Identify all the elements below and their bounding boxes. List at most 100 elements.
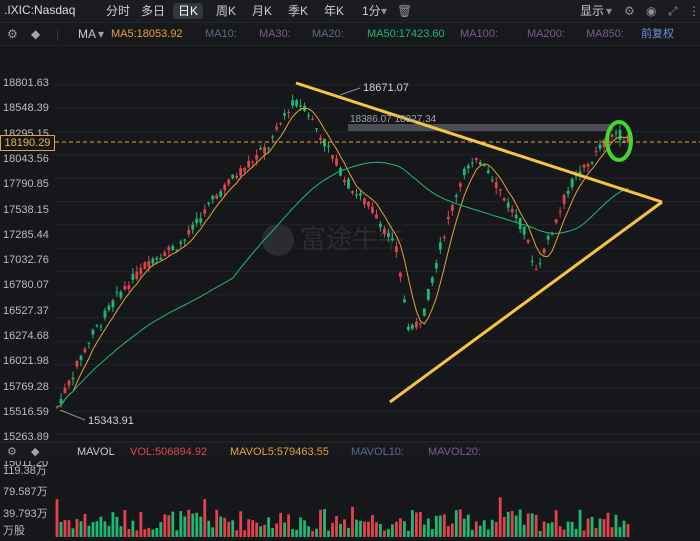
candle-body: [79, 355, 83, 361]
volume-bar: [303, 520, 306, 537]
candle-body: [498, 189, 502, 191]
candle-body: [263, 147, 267, 154]
candle-body: [307, 115, 310, 117]
ma50-value: MA50:17423.60: [367, 28, 445, 40]
volume-bar: [570, 521, 574, 537]
candle-body: [131, 273, 135, 280]
volume-bar: [578, 509, 582, 537]
ma10-value: MA10:: [205, 28, 237, 40]
ma-indicator-label[interactable]: MA: [78, 27, 96, 41]
volume-bar: [502, 516, 506, 537]
volume-bar: [446, 525, 450, 537]
candle-body: [626, 135, 630, 143]
candle-body: [111, 300, 115, 308]
chevron-down-icon[interactable]: ▾: [606, 4, 613, 18]
volume-bar: [239, 511, 243, 537]
candle-body: [107, 305, 111, 310]
chevron-down-icon[interactable]: ▾: [381, 4, 388, 18]
volume-bar: [398, 518, 402, 537]
volume-bar: [622, 520, 626, 537]
camera-icon[interactable]: ◉: [646, 4, 657, 18]
high-annotation: 18671.07: [363, 82, 409, 94]
candle-body: [179, 242, 183, 244]
mavol-label[interactable]: MAVOL: [77, 446, 115, 458]
volume-bar: [566, 521, 570, 537]
volume-bar: [347, 527, 350, 537]
vol-value: VOL:506894.92: [130, 446, 208, 458]
candle-body: [315, 128, 318, 130]
candle-body: [502, 197, 506, 201]
candle-body: [59, 399, 63, 404]
tab-weekly-k[interactable]: 周K: [216, 4, 237, 18]
candle-body: [71, 377, 75, 380]
volume-bar: [418, 511, 422, 537]
tab-multi-day[interactable]: 多日: [141, 4, 166, 18]
candle-body: [402, 299, 406, 303]
volume-tick-label: 万股: [3, 525, 25, 537]
volume-bar: [211, 527, 215, 537]
hide-icon[interactable]: ◆: [31, 446, 40, 458]
candle-body: [387, 232, 390, 237]
candle-body: [610, 134, 614, 137]
volume-bar: [594, 528, 598, 537]
volume-bar: [506, 511, 510, 537]
candle-body: [546, 235, 550, 240]
adjust-button[interactable]: 前复权: [641, 28, 674, 40]
chevron-down-icon[interactable]: ▾: [98, 27, 105, 41]
candle-body: [538, 263, 542, 265]
candle-body: [63, 387, 67, 394]
candle-body: [363, 198, 366, 205]
volume-bar: [618, 527, 622, 537]
settings-icon[interactable]: ⚙: [7, 27, 18, 41]
volume-bar: [387, 529, 390, 537]
candle-body: [339, 168, 342, 176]
candle-body: [251, 161, 255, 163]
tab-quarterly-k[interactable]: 季K: [288, 4, 309, 18]
volume-bar: [482, 520, 486, 537]
volume-bar: [478, 525, 482, 537]
volume-bar: [351, 506, 354, 537]
tab-yearly-k[interactable]: 年K: [324, 4, 345, 18]
candle-body: [215, 195, 219, 199]
candle-body: [167, 247, 171, 251]
volume-bar: [155, 527, 159, 537]
candle-body: [95, 325, 99, 327]
candle-body: [558, 211, 562, 213]
candle-body: [426, 288, 430, 300]
candle-body: [490, 179, 494, 181]
volume-bar: [127, 529, 131, 537]
range-band: [348, 124, 613, 131]
volume-bar: [243, 530, 247, 537]
ma50-line: [56, 161, 629, 408]
candle-body: [207, 202, 211, 205]
divider: |: [56, 27, 60, 41]
settings-icon[interactable]: ⚙: [7, 446, 17, 458]
candle-body: [139, 268, 143, 275]
watermark-logo: [262, 224, 294, 256]
candle-body: [143, 262, 147, 269]
display-button[interactable]: 显示: [580, 4, 605, 18]
price-tick-label: 18548.39: [3, 102, 49, 115]
candle-body: [359, 193, 362, 196]
candle-body: [191, 224, 195, 230]
candle-body: [598, 144, 602, 149]
expand-icon[interactable]: ⤢: [668, 4, 678, 18]
price-tick-label: 17032.76: [3, 254, 49, 267]
tab-daily-k[interactable]: 日K: [173, 3, 204, 19]
more-icon[interactable]: ⋮: [688, 4, 700, 18]
volume-bar: [434, 515, 438, 537]
candle-body: [295, 100, 298, 107]
candle-body: [231, 174, 235, 179]
volume-bar: [183, 516, 187, 537]
trash-icon[interactable]: 🗑: [397, 4, 413, 18]
tab-monthly-k[interactable]: 月K: [252, 4, 273, 18]
low-pointer: [59, 409, 86, 421]
volume-tick-label: 119.38万: [3, 465, 47, 477]
tab-intraday[interactable]: 分时: [106, 4, 131, 18]
tab-1min[interactable]: 1分: [362, 4, 381, 18]
candle-body: [319, 137, 322, 141]
hide-icon[interactable]: ◆: [31, 27, 41, 41]
volume-bar: [287, 514, 290, 537]
settings-icon[interactable]: ⚙: [624, 4, 635, 18]
